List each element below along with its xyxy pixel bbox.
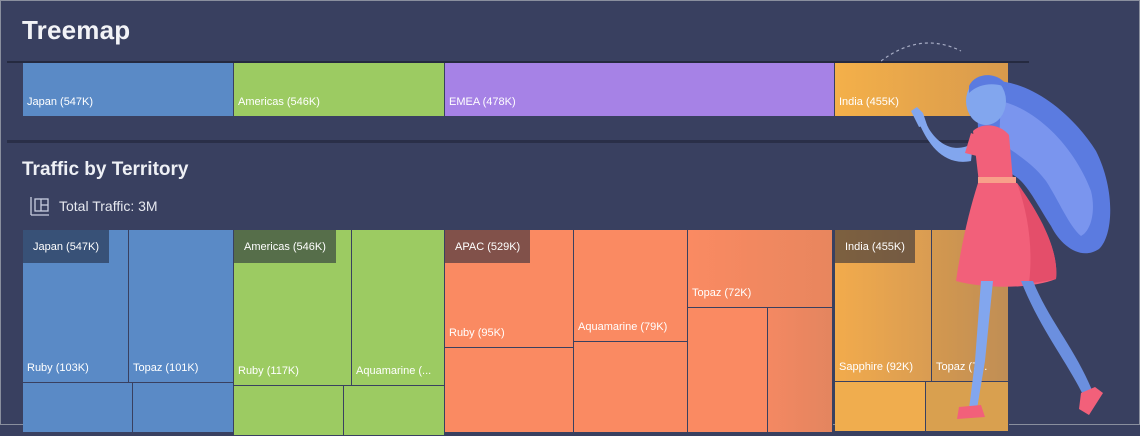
tile-apac-other-3[interactable] [688,308,768,433]
territory-treemap: Ruby (103K) Topaz (101K) Japan (547K) Ru… [23,230,1009,436]
tile-label: Ruby (117K) [238,365,299,377]
top-tile-emea[interactable]: EMEA (478K) [445,63,835,117]
top-tile-americas[interactable]: Americas (546K) [234,63,445,117]
tile-americas-other-2[interactable] [344,386,445,436]
tile-japan-other-2[interactable] [133,383,234,433]
top-tile-label: EMEA (478K) [449,96,516,108]
top-treemap-rule [7,61,1029,63]
tile-label: Aquamarine (79K) [578,321,668,333]
tile-label: Sapphire (92K) [839,361,913,373]
total-traffic: Total Traffic: 3M [29,194,158,218]
tile-label: Aquamarine (... [356,365,432,377]
tile-apac-other-2[interactable] [574,342,688,433]
tile-apac-aquamarine[interactable]: Aquamarine (79K) [574,230,688,342]
tile-americas-other-1[interactable] [234,386,344,436]
group-badge-apac: APAC (529K) [445,230,531,263]
tile-label: Topaz (72K) [692,287,752,299]
tile-label: Topaz (101K) [133,362,199,374]
tile-label: Ruby (95K) [449,327,505,339]
tile-apac-other-1[interactable] [445,348,574,433]
group-badge-japan: Japan (547K) [23,230,110,263]
tile-apac-other-4[interactable] [768,308,833,433]
tile-japan-topaz[interactable]: Topaz (101K) [129,230,234,383]
tile-americas-aquamarine[interactable]: Aquamarine (... [352,230,445,386]
tile-apac-topaz[interactable]: Topaz (72K) [688,230,833,308]
woman-illustration-icon [881,42,1111,419]
group-badge-india: India (455K) [835,230,915,263]
top-tile-label: Americas (546K) [238,96,320,108]
top-tile-japan[interactable]: Japan (547K) [23,63,234,117]
top-treemap: Japan (547K) Americas (546K) EMEA (478K)… [23,63,1009,117]
page-title: Treemap [22,15,131,45]
section-divider [7,140,1029,143]
top-tile-label: Japan (547K) [27,96,94,108]
total-traffic-label: Total Traffic: 3M [59,198,158,214]
tile-label: Ruby (103K) [27,362,89,374]
treemap-icon [30,197,49,216]
top-tile-label: India (455K) [839,96,899,108]
tile-japan-other-1[interactable] [23,383,133,433]
section-title: Traffic by Territory [22,159,189,180]
group-badge-americas: Americas (546K) [234,230,336,263]
